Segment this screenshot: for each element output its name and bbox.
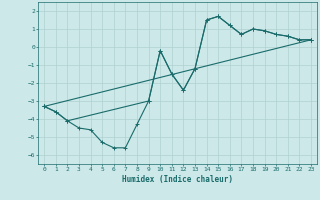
X-axis label: Humidex (Indice chaleur): Humidex (Indice chaleur) xyxy=(122,175,233,184)
